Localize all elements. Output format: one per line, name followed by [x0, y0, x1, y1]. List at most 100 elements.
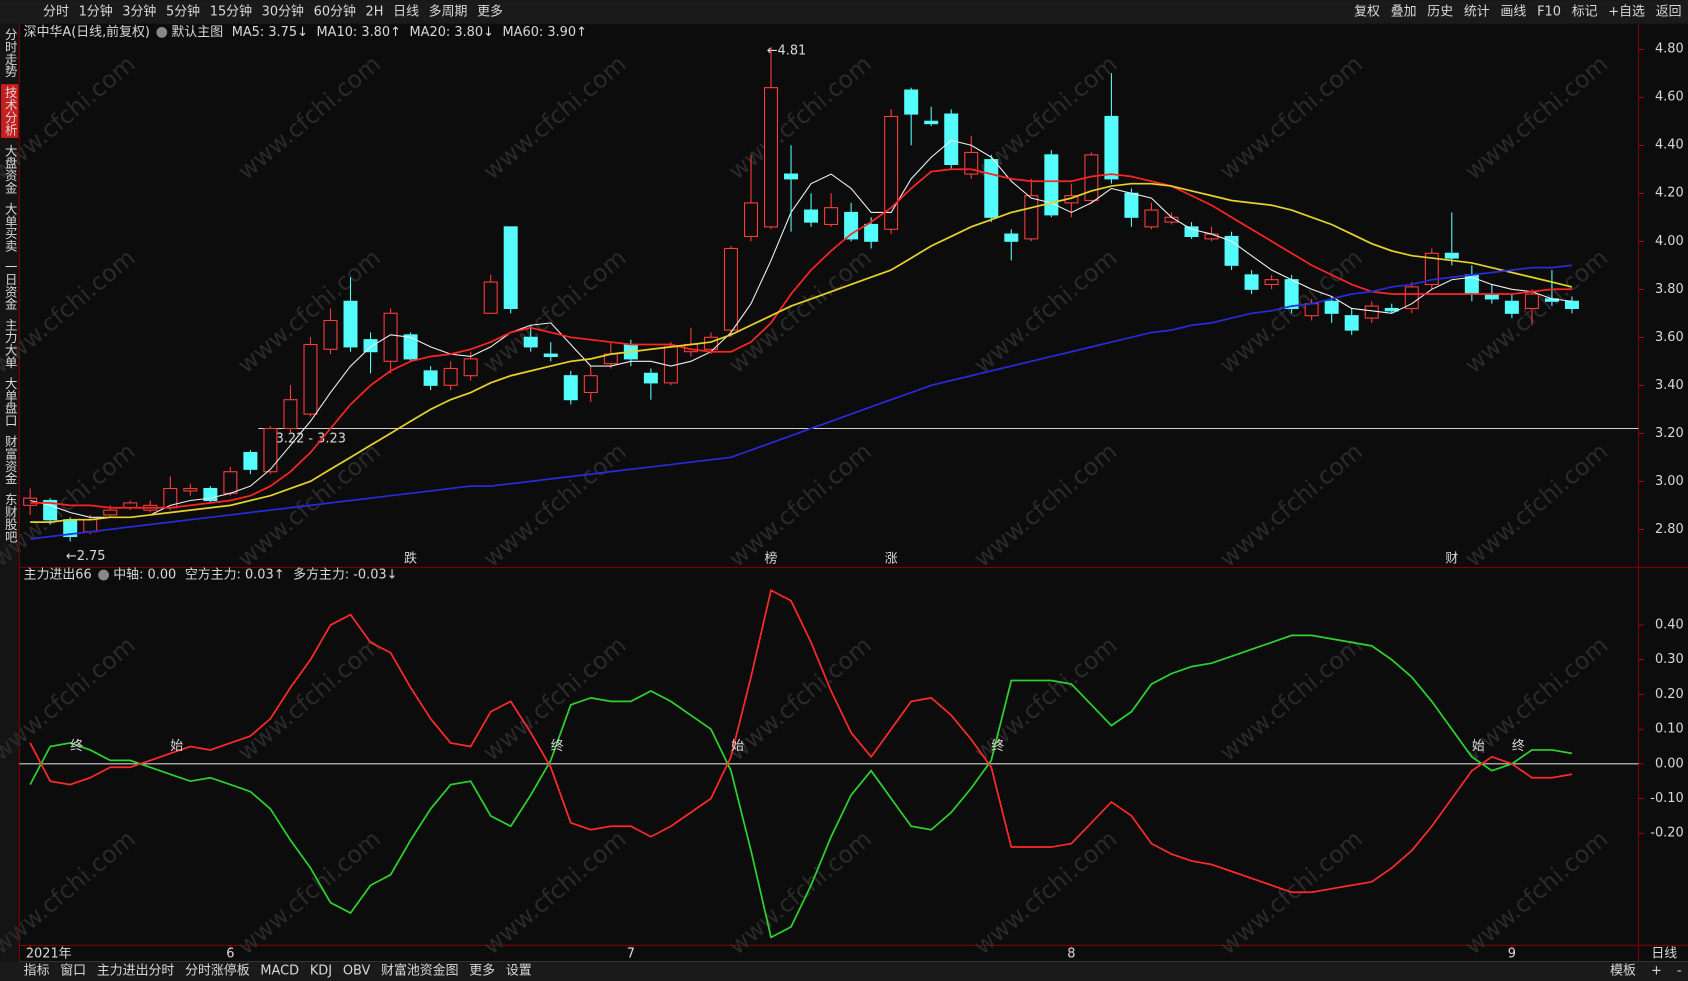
candle-body [1184, 226, 1199, 238]
signal-marker: 终 [70, 738, 83, 754]
tool-button[interactable]: +自选 [1608, 4, 1645, 19]
indicator-tab[interactable]: 财富池资金图 [381, 963, 458, 979]
event-marker[interactable]: 跌 [404, 550, 417, 566]
candle-body [884, 115, 899, 230]
period-tab[interactable]: 30分钟 [262, 3, 304, 19]
indicator-line [29, 589, 1573, 894]
tool-button[interactable]: 画线 [1500, 4, 1526, 19]
candle-body [1284, 279, 1299, 310]
candle-body [864, 223, 879, 242]
signal-marker: 始 [731, 739, 744, 754]
sidebar-tab[interactable]: 大单盘口 [3, 377, 17, 427]
chart-subtitle: 中轴: 0.00 [113, 568, 176, 583]
period-tab[interactable]: 日线 [393, 4, 419, 19]
indicator-line [30, 182, 1573, 524]
indicator-tab[interactable]: MACD [260, 964, 299, 979]
x-tick-label: 8 [1067, 946, 1075, 961]
candle-body [483, 281, 498, 314]
signal-marker: 始 [170, 739, 183, 754]
legend-icon[interactable] [156, 27, 168, 38]
sidebar-tab[interactable]: 财富资金 [3, 435, 17, 485]
candle-body [383, 312, 398, 362]
period-tab[interactable]: 2H [366, 4, 384, 19]
indicator-tab[interactable]: KDJ [310, 964, 332, 979]
candle-body [183, 487, 198, 492]
period-tab[interactable]: 1分钟 [79, 3, 113, 19]
indicator-tab[interactable]: 窗口 [60, 963, 86, 979]
candle-body [743, 202, 758, 238]
period-tab[interactable]: 60分钟 [314, 3, 356, 19]
indicator-tab[interactable]: 主力进出分时 [97, 964, 175, 979]
template-button[interactable]: 模板 [1610, 964, 1636, 979]
period-tab[interactable]: 分时 [43, 4, 69, 19]
candle-body [1204, 233, 1219, 240]
indicator-tab[interactable]: 指标 [24, 964, 50, 979]
legend-icon[interactable] [98, 569, 109, 581]
candle-body [223, 471, 238, 494]
x-tick-label: 9 [1508, 946, 1516, 961]
candle-body [1324, 300, 1339, 314]
candle-body [263, 427, 278, 473]
candle-body [243, 451, 258, 470]
indicator-tab[interactable]: 分时涨停板 [185, 963, 250, 979]
period-tab[interactable]: 更多 [477, 4, 503, 19]
y-tick-label: 3.00 [1655, 474, 1684, 489]
tool-button[interactable]: 历史 [1427, 4, 1453, 19]
candle-body [1124, 192, 1139, 218]
chart-title: 主力进出66 [24, 568, 92, 583]
sidebar-tab[interactable]: 东财股吧 [3, 493, 17, 543]
y-tick-label: 3.40 [1655, 378, 1684, 393]
candle-body [984, 159, 999, 218]
candle-body [643, 372, 658, 384]
sidebar-tab[interactable]: 分时走势 [3, 28, 17, 78]
y-tick-label: 0.10 [1655, 722, 1684, 737]
tool-button[interactable]: 返回 [1656, 4, 1682, 19]
period-label[interactable]: 日线 [1651, 946, 1677, 961]
bottom-toolbar [0, 961, 1688, 981]
indicator-tab[interactable]: 更多 [469, 964, 495, 979]
indicator-tab[interactable]: OBV [343, 964, 371, 979]
candle-body [1564, 300, 1579, 310]
candle-body [343, 300, 358, 348]
tool-button[interactable]: 复权 [1354, 3, 1380, 19]
candle-body [1144, 209, 1159, 228]
sidebar-tab[interactable]: 主力大单 [3, 319, 17, 369]
candle-body [1044, 154, 1059, 216]
sidebar-tab[interactable]: 大单买卖 [3, 202, 17, 252]
indicator-tab[interactable]: 设置 [506, 964, 532, 979]
top-toolbar [0, 0, 1688, 24]
x-tick-label: 7 [627, 946, 635, 961]
candle-body [583, 375, 598, 394]
tool-button[interactable]: 标记 [1572, 4, 1598, 19]
event-marker[interactable]: 涨 [885, 551, 898, 566]
y-tick-label: 4.40 [1655, 138, 1684, 153]
chart-subtitle: 默认主图 [171, 24, 223, 40]
template-button[interactable]: + [1651, 964, 1662, 979]
y-tick-label: -0.20 [1650, 826, 1683, 841]
period-tab[interactable]: 多周期 [429, 4, 468, 19]
sidebar-tab[interactable]: 大盘资金 [3, 144, 17, 194]
indicator-line [30, 139, 1573, 518]
y-tick-label: 4.00 [1655, 234, 1684, 249]
sidebar-tab[interactable]: 技术分析 [3, 86, 17, 136]
tool-button[interactable]: 统计 [1464, 4, 1490, 19]
candle-body [303, 343, 318, 415]
event-marker[interactable]: 榜 [765, 550, 778, 566]
period-tab[interactable]: 15分钟 [210, 3, 252, 19]
period-tab[interactable]: 5分钟 [166, 3, 200, 19]
y-tick-label: 0.20 [1655, 687, 1684, 702]
y-tick-label: -0.10 [1650, 791, 1683, 806]
template-button[interactable]: - [1677, 964, 1682, 979]
sidebar-tab[interactable]: 一日资金 [3, 261, 17, 311]
tool-button[interactable]: 叠加 [1391, 4, 1417, 19]
period-tab[interactable]: 3分钟 [122, 3, 156, 19]
y-tick-label: 3.80 [1655, 282, 1684, 297]
legend-entry: MA5: 3.75↓ [232, 25, 308, 40]
event-marker[interactable]: 财 [1445, 551, 1458, 566]
candle-body [824, 207, 839, 226]
candle-body [103, 509, 118, 516]
tool-button[interactable]: F10 [1537, 4, 1561, 19]
candle-body [503, 226, 518, 310]
candle-body [523, 336, 538, 348]
